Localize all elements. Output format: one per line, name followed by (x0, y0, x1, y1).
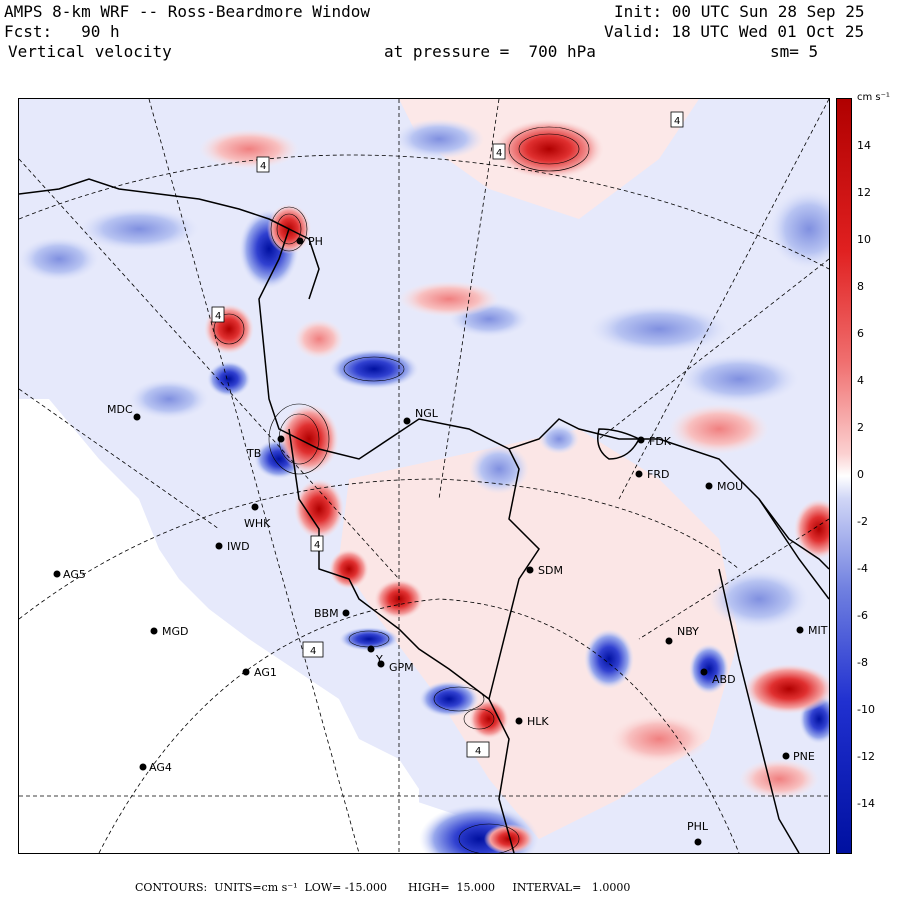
missing-data-region (19, 399, 419, 853)
svg-text:4: 4 (215, 311, 221, 322)
station-y: Y (367, 645, 383, 666)
coastline (19, 178, 829, 853)
svg-text:4: 4 (310, 646, 316, 657)
svg-text:MDC: MDC (107, 403, 133, 416)
colorbar-tick: -2 (857, 515, 868, 528)
contour-label: 4 (670, 111, 684, 128)
svg-text:NGL: NGL (415, 407, 439, 420)
station-hlk: HLK (515, 715, 549, 728)
pressure-level: at pressure = 700 hPa (384, 42, 596, 61)
station-nby: NBY (665, 625, 699, 645)
station-tb: TB (246, 435, 285, 460)
field-name: Vertical velocity (8, 42, 172, 61)
colorbar-tick: 2 (857, 421, 864, 434)
colorbar (836, 98, 852, 854)
contour-label: 4 (492, 143, 506, 160)
station-gpm: GPM (377, 660, 414, 674)
svg-text:MIT: MIT (808, 624, 828, 637)
station-sdm: SDM (526, 564, 563, 577)
contour-label: 4 (310, 535, 324, 552)
svg-text:GPM: GPM (389, 661, 414, 674)
svg-text:SDM: SDM (538, 564, 563, 577)
colorbar-tick: -4 (857, 562, 868, 575)
contour-label: 4 (256, 156, 270, 173)
svg-text:4: 4 (674, 116, 680, 127)
svg-text:4: 4 (314, 540, 320, 551)
station-mgd: MGD (150, 625, 189, 638)
station-whk: WHK (244, 503, 271, 530)
station-bbm: BBM (314, 607, 350, 620)
station-ph: PH (296, 235, 323, 248)
svg-text:BBM: BBM (314, 607, 339, 620)
station-phl: PHL (687, 820, 709, 846)
svg-text:IWD: IWD (227, 540, 250, 553)
svg-text:PHL: PHL (687, 820, 709, 833)
svg-text:FDK: FDK (649, 435, 672, 448)
init-time: Init: 00 UTC Sun 28 Sep 25 (614, 2, 865, 21)
station-ag4: AG4 (139, 761, 172, 774)
graticule (19, 99, 829, 853)
colorbar-tick: 6 (857, 327, 864, 340)
colorbar-tick: 14 (857, 139, 871, 152)
contour-value-labels: 4 4 4 4 4 4 4 (211, 111, 684, 758)
map-title: AMPS 8-km WRF -- Ross-Beardmore Window (4, 2, 371, 21)
valid-time: Valid: 18 UTC Wed 01 Oct 25 (604, 22, 865, 41)
colorbar-tick: 8 (857, 280, 864, 293)
colorbar-tick: -6 (857, 609, 868, 622)
forecast-hour: Fcst: 90 h (4, 22, 120, 41)
station-iwd: IWD (215, 540, 250, 553)
station-pne: PNE (782, 750, 815, 763)
colorbar-tick: -12 (857, 750, 875, 763)
station-frd: FRD (635, 468, 669, 481)
contour-label: 4 (302, 641, 324, 658)
station-mit: MIT (796, 624, 828, 637)
svg-text:AG4: AG4 (149, 761, 172, 774)
svg-text:MOU: MOU (717, 480, 743, 493)
colorbar-tick: -14 (857, 797, 875, 810)
svg-text:PH: PH (308, 235, 323, 248)
colorbar-tick: -10 (857, 703, 875, 716)
stations: MDC NGL FDK FRD MOU IWD AG5 SDM MGD AG1 … (53, 235, 828, 846)
svg-text:FRD: FRD (647, 468, 669, 481)
svg-text:MGD: MGD (162, 625, 189, 638)
colorbar-unit: cm s⁻¹ (857, 92, 890, 103)
svg-text:4: 4 (260, 161, 266, 172)
smoothing: sm= 5 (770, 42, 819, 61)
svg-text:AG1: AG1 (254, 666, 277, 679)
svg-text:HLK: HLK (527, 715, 549, 728)
svg-text:4: 4 (496, 148, 502, 159)
station-ag1: AG1 (242, 666, 277, 679)
svg-text:4: 4 (475, 746, 481, 757)
colorbar-tick: 0 (857, 468, 864, 481)
colorbar-tick: 4 (857, 374, 864, 387)
svg-text:PNE: PNE (793, 750, 815, 763)
station-mdc: MDC (107, 403, 141, 421)
contour-label: 4 (211, 306, 225, 323)
negative-patches (19, 119, 829, 853)
svg-text:ABD: ABD (712, 673, 736, 686)
svg-text:WHK: WHK (244, 517, 271, 530)
station-mou: MOU (705, 480, 743, 493)
contour-label: 4 (466, 741, 490, 758)
colorbar-tick: 12 (857, 186, 871, 199)
svg-text:Y: Y (375, 653, 383, 666)
station-fdk: FDK (637, 435, 672, 448)
station-ngl: NGL (403, 407, 439, 425)
station-abd: ABD (700, 668, 736, 686)
svg-text:TB: TB (246, 447, 261, 460)
svg-text:AG5: AG5 (63, 568, 86, 581)
vertical-velocity-map: MDC NGL FDK FRD MOU IWD AG5 SDM MGD AG1 … (18, 98, 830, 854)
station-ag5: AG5 (53, 568, 86, 581)
colorbar-tick: -8 (857, 656, 868, 669)
colorbar-tick: 10 (857, 233, 871, 246)
contour-info: CONTOURS: UNITS=cm s⁻¹ LOW= -15.000 HIGH… (135, 881, 631, 894)
svg-text:NBY: NBY (677, 625, 699, 638)
